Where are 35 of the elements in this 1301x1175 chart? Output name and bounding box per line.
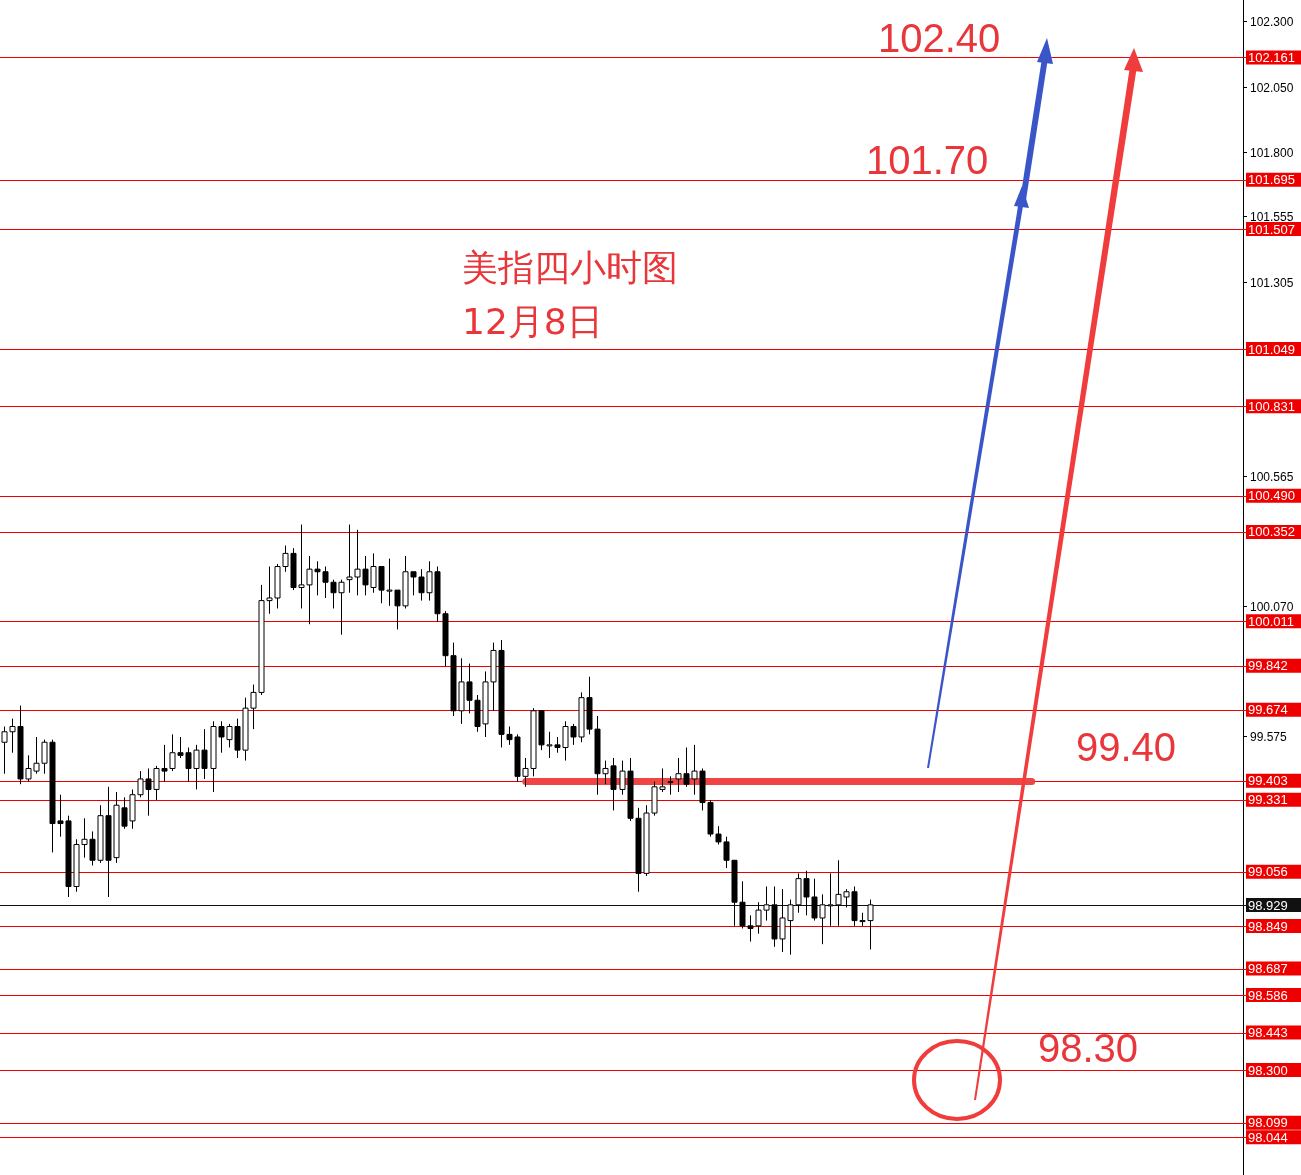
ref-line-label: 102.161 — [1248, 50, 1295, 66]
ref-line-label: 98.443 — [1248, 1025, 1288, 1041]
y-tick-label: 100.070 — [1250, 599, 1294, 614]
ref-line-label: 101.695 — [1248, 172, 1295, 188]
y-tick-label: 101.800 — [1250, 145, 1294, 160]
annotation: 98.30 — [1038, 1026, 1139, 1070]
ref-line-label: 99.056 — [1248, 864, 1288, 880]
ref-line-label: 99.403 — [1248, 773, 1288, 789]
ref-line-label: 100.011 — [1248, 613, 1295, 629]
ref-line-label: 98.099 — [1248, 1115, 1288, 1131]
ref-line-label: 101.507 — [1248, 221, 1295, 237]
ref-line-label: 98.849 — [1248, 918, 1288, 934]
ref-line-label: 98.044 — [1248, 1129, 1288, 1145]
y-tick-label: 101.305 — [1250, 275, 1294, 290]
ref-line-label: 100.490 — [1248, 488, 1295, 504]
text: 美指四小时图 — [462, 247, 678, 288]
ref-line-label: 99.40 — [1076, 725, 1177, 769]
annotation: 101.70 — [866, 138, 989, 182]
ref-line-label: 98.300 — [1248, 1062, 1288, 1078]
ref-line-label: 100.831 — [1248, 398, 1295, 414]
ref-line-label: 98.586 — [1248, 987, 1288, 1003]
ref-line-label: 101.049 — [1248, 341, 1295, 357]
ref-line-label: 100.352 — [1248, 524, 1295, 540]
ref-line-label: 98.929 — [1248, 897, 1288, 913]
y-tick-label: 100.565 — [1250, 469, 1294, 484]
y-tick-label: 102.050 — [1250, 80, 1294, 95]
y-tick-label: 99.575 — [1250, 729, 1288, 744]
ref-line-label: 98.687 — [1248, 961, 1288, 977]
y-tick-label: 101.555 — [1250, 209, 1294, 224]
annotation: 102.40 — [878, 16, 1001, 60]
y-tick-label: 102.300 — [1250, 14, 1294, 29]
ref-line-label: 99.674 — [1248, 702, 1288, 718]
text: 12月8日 — [462, 301, 603, 342]
ref-line-label: 99.842 — [1248, 658, 1288, 674]
ref-line-label: 99.331 — [1248, 792, 1288, 808]
